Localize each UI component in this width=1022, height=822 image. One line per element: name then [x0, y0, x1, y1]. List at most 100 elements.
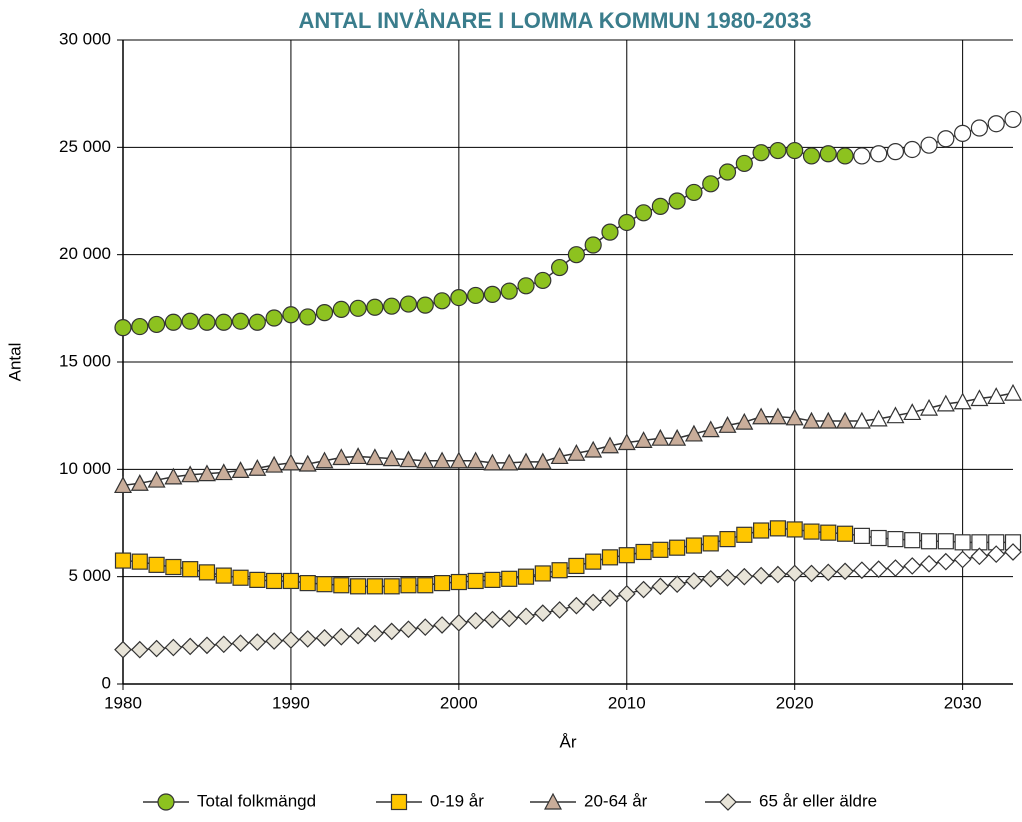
marker — [970, 389, 989, 407]
marker — [735, 567, 754, 586]
marker — [635, 543, 652, 561]
marker — [533, 604, 552, 623]
marker — [618, 547, 635, 564]
marker — [332, 300, 350, 319]
marker — [853, 527, 870, 544]
marker — [332, 448, 351, 466]
y-tick-label: 20 000 — [59, 244, 111, 263]
marker — [316, 576, 333, 593]
marker — [1004, 543, 1022, 561]
marker — [433, 616, 451, 634]
marker — [769, 520, 787, 537]
marker — [181, 465, 200, 483]
marker — [383, 297, 401, 315]
marker — [315, 451, 334, 469]
y-tick-label: 15 000 — [59, 351, 111, 370]
marker — [416, 296, 434, 314]
marker — [970, 119, 989, 137]
marker — [567, 443, 586, 461]
marker — [904, 532, 921, 549]
marker — [567, 596, 586, 615]
marker — [954, 124, 972, 142]
marker — [802, 564, 821, 583]
marker — [533, 452, 552, 470]
marker — [399, 450, 418, 468]
marker — [382, 449, 401, 467]
marker — [1004, 383, 1022, 401]
marker — [701, 569, 720, 588]
marker — [768, 407, 787, 425]
marker — [752, 407, 771, 425]
marker — [349, 626, 367, 645]
marker — [131, 553, 148, 570]
marker — [1004, 110, 1022, 129]
marker — [182, 561, 199, 578]
marker — [231, 461, 250, 479]
marker — [114, 319, 132, 337]
marker — [987, 545, 1006, 563]
marker — [634, 431, 653, 448]
marker — [215, 313, 233, 331]
marker — [214, 635, 233, 654]
marker — [652, 541, 669, 558]
marker — [214, 463, 233, 481]
marker — [501, 570, 518, 587]
marker — [315, 304, 334, 322]
marker — [886, 406, 905, 424]
marker — [467, 286, 485, 305]
marker — [853, 147, 871, 165]
marker — [618, 213, 636, 232]
marker — [601, 223, 619, 241]
marker — [349, 578, 367, 595]
marker — [735, 412, 754, 430]
marker — [601, 549, 619, 566]
marker — [701, 420, 720, 438]
marker — [669, 539, 686, 556]
marker — [534, 565, 551, 582]
marker — [198, 636, 216, 655]
marker — [551, 258, 569, 277]
marker — [299, 308, 317, 326]
marker — [148, 556, 165, 573]
marker — [231, 312, 250, 330]
marker — [567, 246, 585, 264]
marker — [853, 561, 871, 580]
marker — [366, 624, 384, 643]
marker — [786, 141, 804, 160]
marker — [349, 447, 368, 465]
marker — [584, 440, 603, 458]
marker — [131, 317, 149, 336]
marker — [820, 524, 837, 541]
marker — [399, 620, 418, 639]
marker — [333, 577, 350, 594]
marker — [231, 634, 250, 653]
marker — [802, 147, 821, 165]
marker — [198, 564, 216, 581]
marker — [164, 467, 183, 485]
marker — [383, 578, 400, 595]
marker — [886, 143, 905, 161]
marker — [819, 145, 837, 163]
marker — [164, 638, 183, 657]
marker — [164, 313, 182, 331]
legend-label: Total folkmängd — [197, 791, 316, 810]
marker — [282, 306, 300, 324]
marker — [852, 411, 871, 429]
marker — [836, 147, 854, 165]
marker — [165, 558, 182, 576]
marker — [585, 553, 602, 570]
marker — [114, 476, 132, 494]
marker — [937, 533, 954, 550]
marker — [785, 408, 804, 426]
marker — [517, 452, 536, 470]
x-tick-label: 2010 — [608, 693, 646, 712]
marker — [954, 534, 971, 551]
marker — [870, 145, 888, 163]
marker — [970, 547, 989, 566]
marker — [197, 464, 216, 482]
legend-marker — [544, 792, 562, 810]
marker — [550, 447, 569, 465]
marker — [920, 398, 939, 416]
marker — [903, 557, 922, 575]
marker — [366, 298, 384, 316]
